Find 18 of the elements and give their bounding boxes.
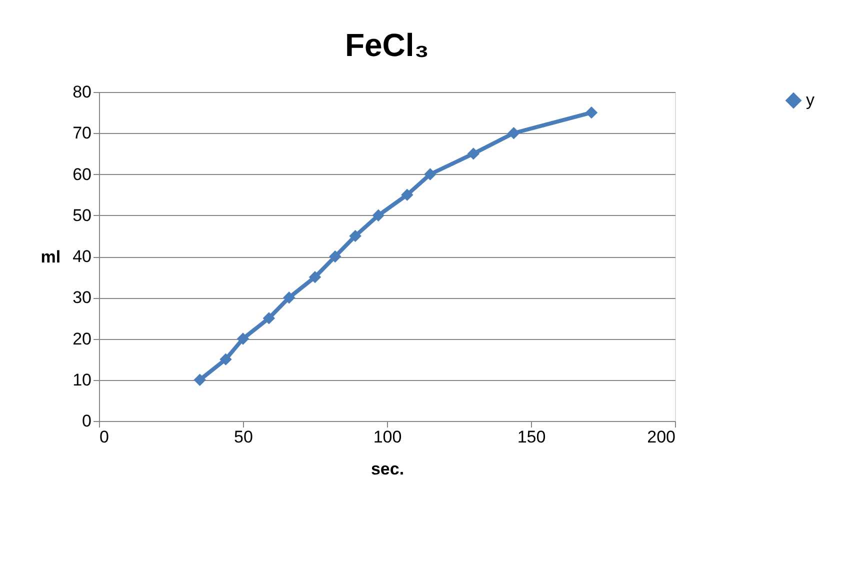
- y-tick-label: 30: [72, 288, 92, 308]
- x-axis-title: sec.: [370, 460, 404, 478]
- y-axis-title: ml: [40, 248, 61, 266]
- y-tick-label: 50: [72, 206, 92, 225]
- chart-title: FeCl₃: [344, 27, 430, 63]
- x-tick-label: 100: [373, 428, 402, 446]
- x-tick-label: 150: [517, 428, 546, 446]
- y-tick-label: 10: [72, 370, 92, 390]
- x-tick-label: 0: [100, 428, 109, 446]
- y-tick-label: 0: [82, 412, 92, 430]
- x-tick-label: 200: [647, 428, 676, 446]
- y-tick-label: 60: [72, 164, 92, 184]
- y-tick-label: 70: [72, 124, 92, 143]
- legend-label: y: [806, 90, 815, 110]
- y-tick-label: 80: [72, 82, 92, 102]
- y-tick-label: 20: [72, 329, 92, 348]
- x-tick-label: 50: [234, 428, 253, 446]
- y-tick-label: 40: [72, 247, 92, 266]
